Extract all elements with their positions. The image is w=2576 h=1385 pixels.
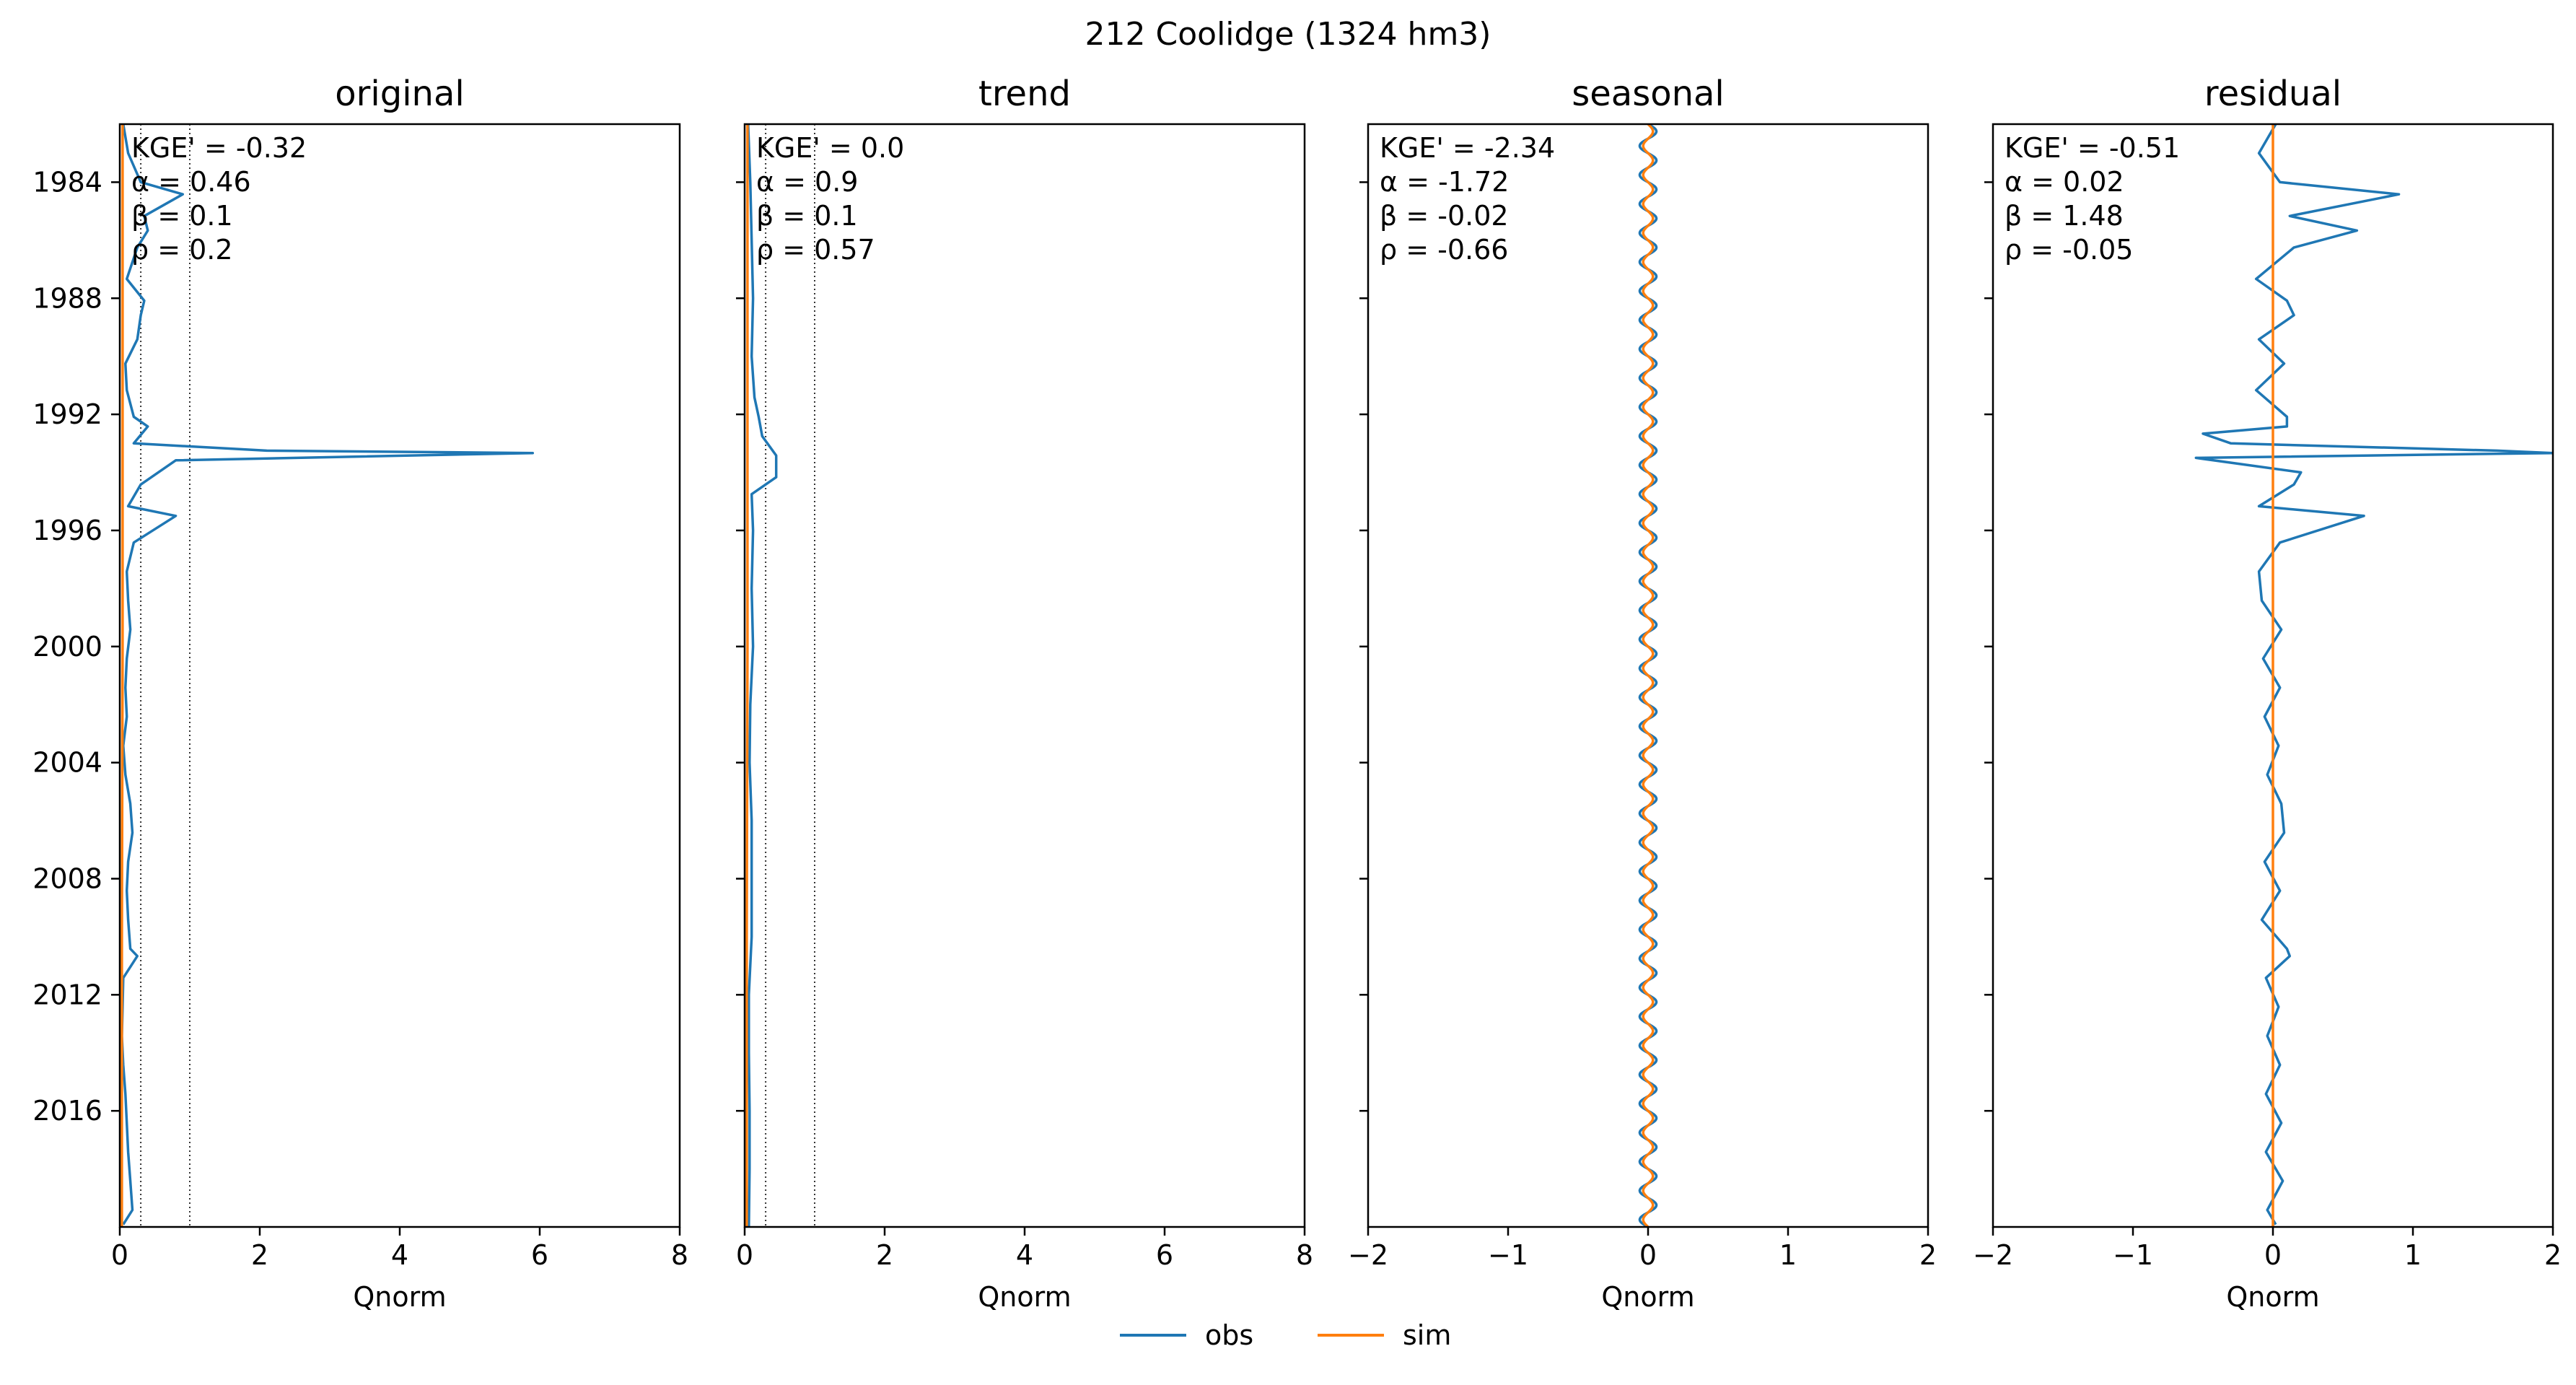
y-tick-label: 1984	[32, 166, 102, 198]
axes-frame	[118, 123, 681, 1228]
x-tick-label: 8	[671, 1239, 688, 1271]
x-tick-label: 6	[531, 1239, 548, 1271]
plot-area	[1638, 124, 1658, 1227]
series-sim-line	[745, 124, 749, 1227]
y-tick-label: 2000	[32, 631, 102, 663]
x-axis-label: Qnorm	[1601, 1281, 1694, 1313]
panel-trend: trend 0 2 4 6 8 Qnorm KGE' = 0.0α = 0.9β = 0.1ρ…	[736, 74, 1313, 1313]
stat-kge: KGE' = -2.34	[1380, 132, 1555, 164]
x-tick-label: 4	[391, 1239, 408, 1271]
legend: obs sim	[1120, 1319, 1451, 1351]
x-tick-label: −2	[1973, 1239, 2013, 1271]
x-tick-label: 4	[1016, 1239, 1033, 1271]
legend-sim-label: sim	[1403, 1319, 1451, 1351]
stat-beta: β = 0.1	[756, 200, 858, 232]
panel-title: original	[335, 74, 464, 114]
stat-kge: KGE' = 0.0	[756, 132, 904, 164]
x-tick-label: 6	[1156, 1239, 1173, 1271]
x-tick-label: 0	[736, 1239, 753, 1271]
panel-residual: residual −2 −1 0 1 2 Qnorm KGE' = -0.51α = 0.02…	[1973, 74, 2562, 1313]
series-obs-line	[2194, 124, 2553, 1225]
stat-kge: KGE' = -0.32	[131, 132, 307, 164]
series-sim-line	[1642, 124, 1655, 1227]
y-tick-label: 2012	[32, 979, 102, 1010]
x-tick-label: 8	[1296, 1239, 1313, 1271]
stat-rho: ρ = 0.57	[756, 234, 875, 266]
y-tick-label: 2008	[32, 862, 102, 894]
y-tick-label: 1992	[32, 398, 102, 430]
stat-alpha: α = -1.72	[1380, 166, 1509, 198]
x-tick-label: 0	[2264, 1239, 2282, 1271]
panel-title: trend	[978, 74, 1071, 114]
stat-beta: β = -0.02	[1380, 200, 1509, 232]
y-tick-label: 1988	[32, 282, 102, 314]
x-axis-label: Qnorm	[2226, 1281, 2319, 1313]
y-tick-label: 1996	[32, 515, 102, 546]
stat-rho: ρ = 0.2	[131, 234, 233, 266]
panel-seasonal: seasonal −2 −1 0 1 2 Qnorm KGE' = -2.34α = -1.7…	[1348, 74, 1937, 1313]
figure-title: 212 Coolidge (1324 hm3)	[1085, 16, 1491, 53]
x-axis-label: Qnorm	[353, 1281, 446, 1313]
plot-area	[745, 124, 778, 1227]
x-tick-label: 2	[876, 1239, 893, 1271]
x-tick-label: 0	[111, 1239, 128, 1271]
x-tick-label: 2	[1919, 1239, 1937, 1271]
legend-obs-label: obs	[1205, 1319, 1253, 1351]
stat-alpha: α = 0.9	[756, 166, 858, 198]
plot-area	[2194, 124, 2553, 1227]
x-tick-label: 2	[2544, 1239, 2562, 1271]
panel-original: original 0 2 4 6 8 1984 1988 1992 1996 2000 2004 200…	[32, 74, 688, 1313]
x-tick-label: 0	[1639, 1239, 1657, 1271]
plot-area	[121, 124, 535, 1227]
stat-alpha: α = 0.46	[131, 166, 251, 198]
y-tick-label: 2004	[32, 747, 102, 779]
x-tick-label: −1	[1488, 1239, 1528, 1271]
x-axis-label: Qnorm	[978, 1281, 1071, 1313]
stat-alpha: α = 0.02	[2005, 166, 2124, 198]
panel-title: seasonal	[1572, 74, 1725, 114]
series-sim-line	[121, 124, 124, 1227]
axes-frame	[743, 123, 1306, 1228]
stat-rho: ρ = -0.66	[1380, 234, 1508, 266]
x-tick-label: −1	[2113, 1239, 2153, 1271]
x-tick-label: 2	[251, 1239, 268, 1271]
y-tick-label: 2016	[32, 1095, 102, 1127]
stat-rho: ρ = -0.05	[2005, 234, 2133, 266]
series-obs-line	[747, 124, 778, 1227]
series-obs-line	[121, 124, 535, 1225]
stat-kge: KGE' = -0.51	[2005, 132, 2180, 164]
panel-title: residual	[2204, 74, 2341, 114]
x-tick-label: −2	[1348, 1239, 1388, 1271]
stat-beta: β = 1.48	[2005, 200, 2124, 232]
x-tick-label: 1	[2404, 1239, 2422, 1271]
stat-beta: β = 0.1	[131, 200, 233, 232]
x-tick-label: 1	[1779, 1239, 1797, 1271]
